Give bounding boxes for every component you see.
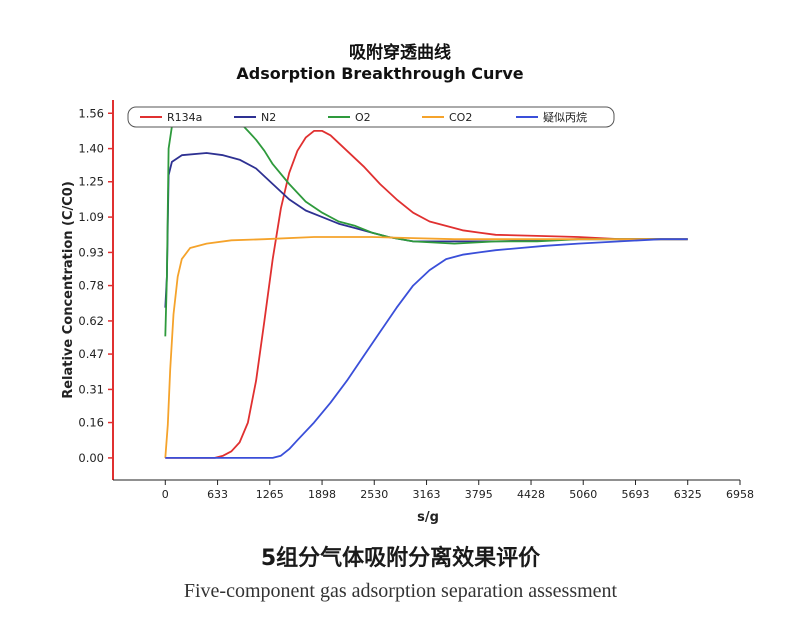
chart-title: 吸附穿透曲线 xyxy=(349,42,451,63)
legend-label: R134a xyxy=(167,111,202,124)
y-tick-label: 0.93 xyxy=(78,245,104,259)
y-tick-label: 0.62 xyxy=(78,314,104,328)
caption-title-chinese: 5组分气体吸附分离效果评价 xyxy=(260,546,541,571)
x-tick-label: 0 xyxy=(162,488,169,501)
y-tick-label: 1.25 xyxy=(78,175,104,189)
x-axis-ticks: 0 633 1265 1898 2530 3163 3795 4428 5060 5693 6325… xyxy=(162,480,754,501)
legend-label: O2 xyxy=(355,111,371,124)
x-tick-label: 1898 xyxy=(308,488,336,501)
x-tick-label: 4428 xyxy=(517,488,545,501)
x-tick-label: 633 xyxy=(207,488,228,501)
y-axis-ticks: 0.00 0.16 0.31 0.47 0.62 0.78 0.93 1.09 1.25 1.40… xyxy=(78,106,113,465)
x-tick-label: 3163 xyxy=(413,488,441,501)
x-tick-label: 5693 xyxy=(622,488,650,501)
x-tick-label: 3795 xyxy=(465,488,493,501)
y-tick-label: 0.31 xyxy=(78,382,104,396)
chart-subtitle: Adsorption Breakthrough Curve xyxy=(236,64,523,83)
series-lines xyxy=(164,115,688,459)
series-line xyxy=(165,130,688,459)
x-tick-label: 6325 xyxy=(674,488,702,501)
chart-svg: 吸附穿透曲线 Adsorption Breakthrough Curve 0.0… xyxy=(61,42,754,525)
series-line xyxy=(165,238,688,459)
x-tick-label: 6958 xyxy=(726,488,754,501)
y-tick-label: 0.00 xyxy=(78,451,104,465)
x-tick-label: 1265 xyxy=(256,488,284,501)
y-tick-label: 0.47 xyxy=(78,347,104,361)
y-tick-label: 0.78 xyxy=(78,279,104,293)
y-tick-label: 1.56 xyxy=(78,106,104,120)
x-tick-label: 5060 xyxy=(569,488,597,501)
legend-label: N2 xyxy=(261,111,276,124)
series-line xyxy=(164,236,688,458)
legend-label: 疑似丙烷 xyxy=(543,110,587,124)
x-axis-label: s/g xyxy=(417,510,439,525)
legend-box xyxy=(127,106,615,128)
breakthrough-chart: 吸附穿透曲线 Adsorption Breakthrough Curve 0.0… xyxy=(61,42,754,525)
y-tick-label: 1.40 xyxy=(78,142,104,156)
x-tick-label: 2530 xyxy=(360,488,388,501)
series-line xyxy=(164,115,688,337)
y-tick-label: 1.09 xyxy=(78,210,104,224)
y-axis-label: Relative Concentration (C/C0) xyxy=(61,181,76,399)
y-tick-label: 0.16 xyxy=(78,416,104,430)
series-line xyxy=(164,152,688,308)
caption-title-english: Five-component gas adsorption separation… xyxy=(183,580,618,602)
legend-label: CO2 xyxy=(449,111,472,124)
legend: R134a N2 O2 CO2 疑似丙烷 xyxy=(127,106,615,128)
